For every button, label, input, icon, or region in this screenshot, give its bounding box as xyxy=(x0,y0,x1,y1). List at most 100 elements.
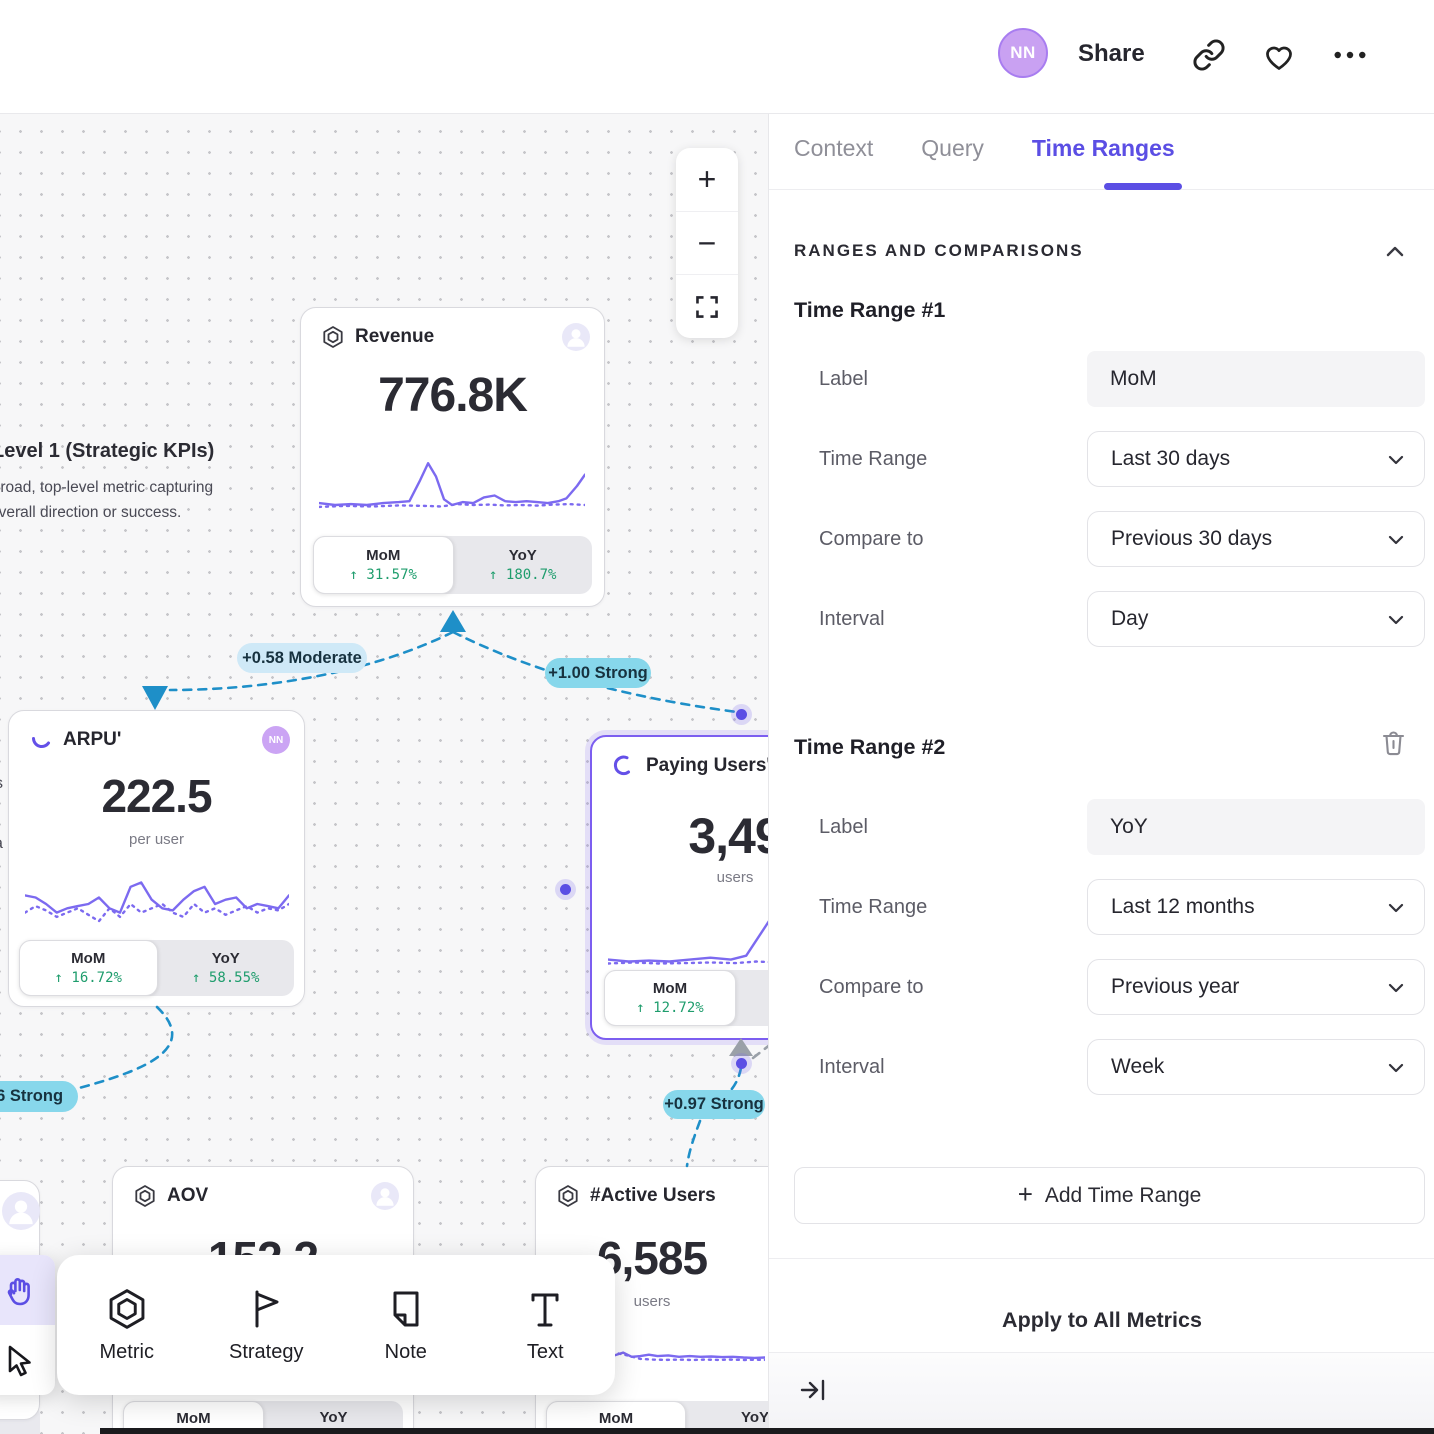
time-range-select[interactable]: Last 30 days xyxy=(1087,431,1425,487)
text-fragment: a xyxy=(0,835,3,853)
link-icon[interactable] xyxy=(1192,38,1226,72)
yoy-segment[interactable]: YoY ↑ 58.55% xyxy=(158,940,295,996)
mom-segment[interactable]: MoM ↑ 12.72% xyxy=(604,970,736,1026)
metric-card-revenue[interactable]: Revenue 776.8K MoM ↑ 31.57% YoY ↑ 180.7% xyxy=(300,307,605,607)
hand-icon xyxy=(7,1278,30,1306)
avatar-initials: NN xyxy=(268,734,284,746)
share-button[interactable]: Share xyxy=(1078,40,1145,67)
add-time-range-button[interactable]: + Add Time Range xyxy=(794,1167,1425,1224)
text-fragment: s xyxy=(0,775,3,793)
label-input[interactable]: YoY xyxy=(1087,799,1425,855)
correlation-label[interactable]: 66 Strong xyxy=(0,1081,78,1112)
divider xyxy=(769,189,1434,190)
tab-query[interactable]: Query xyxy=(921,135,984,161)
metric-hexagon-icon xyxy=(109,1288,145,1329)
cursor-icon xyxy=(8,1345,31,1377)
time-range-select[interactable]: Last 12 months xyxy=(1087,879,1425,935)
time-range-1-title: Time Range #1 xyxy=(794,298,946,322)
annotation-title: Level 1 (Strategic KPIs) xyxy=(0,440,215,462)
insert-note-button[interactable]: Note xyxy=(336,1287,476,1364)
interval-select[interactable]: Week xyxy=(1087,1039,1425,1095)
insert-text-button[interactable]: Text xyxy=(476,1287,616,1364)
avatar-initials: NN xyxy=(1010,43,1036,62)
mom-segment[interactable]: MoM ↑ 31.57% xyxy=(313,536,454,594)
panel-tabs: Context Query Time Ranges xyxy=(794,135,1175,162)
delete-time-range-icon[interactable] xyxy=(1380,728,1407,758)
favorite-heart-icon[interactable] xyxy=(1262,39,1296,73)
paying-users-sparkline xyxy=(608,920,768,965)
yoy-segment[interactable]: YoY ↑ 180.7% xyxy=(454,536,593,594)
revenue-sparkline xyxy=(319,461,585,509)
apply-to-all-metrics-button[interactable]: Apply to All Metrics xyxy=(1002,1308,1202,1332)
label-input[interactable]: MoM xyxy=(1087,351,1425,407)
connection-handle[interactable] xyxy=(736,1058,747,1069)
compare-to-select[interactable]: Previous year xyxy=(1087,959,1425,1015)
segment-label: YoY xyxy=(319,1409,348,1426)
metric-card-arpu[interactable]: ARPU' NN 222.5 per user MoM ↑ 16.72% YoY… xyxy=(8,710,305,1007)
select-value: Last 30 days xyxy=(1111,447,1231,470)
owner-avatar: NN xyxy=(262,726,290,754)
yoy-segment[interactable]: YoY xyxy=(264,1401,403,1434)
segment-label: YoY xyxy=(211,950,240,967)
select-value: Previous year xyxy=(1111,975,1240,998)
window-bottom-edge xyxy=(100,1428,1434,1434)
insert-metric-button[interactable]: Metric xyxy=(57,1287,197,1364)
segment-label: MoM xyxy=(71,950,106,967)
select-value: Previous 30 days xyxy=(1111,527,1273,550)
zoom-out-button[interactable]: − xyxy=(676,210,738,275)
mom-segment[interactable]: MoM ↑ 16.72% xyxy=(19,940,158,996)
field-caption: Time Range xyxy=(819,447,928,470)
metric-unit: per user xyxy=(128,831,185,848)
pan-tool-button[interactable] xyxy=(0,1255,55,1325)
metric-hexagon-icon xyxy=(558,1185,578,1207)
time-range-toggle: MoM ↑ 16.72% YoY ↑ 58.55% xyxy=(19,940,294,996)
segment-delta: ↑ 12.72% xyxy=(636,1000,704,1016)
zoom-in-button[interactable]: + xyxy=(697,160,717,197)
select-tool-button[interactable] xyxy=(0,1325,55,1395)
tab-time-ranges[interactable]: Time Ranges xyxy=(1031,135,1175,161)
correlation-label[interactable]: +0.97 Strong xyxy=(663,1090,765,1119)
label-value: MoM xyxy=(1110,367,1157,390)
field-caption: Compare to xyxy=(819,527,924,550)
metric-value: 6,585 xyxy=(596,1232,708,1284)
metric-unit: users xyxy=(633,1293,671,1310)
section-header: RANGES AND COMPARISONS xyxy=(794,241,1084,260)
avatar[interactable]: NN xyxy=(998,28,1048,78)
card-title: Revenue xyxy=(355,326,435,347)
connection-handle[interactable] xyxy=(736,709,747,720)
canvas-zoom-controls: + − xyxy=(676,148,738,338)
field-caption: Time Range xyxy=(819,895,928,918)
segment-delta: ↑ 180.7% xyxy=(489,567,557,583)
correlation-label[interactable]: +0.58 Moderate xyxy=(237,643,367,673)
yoy-segment[interactable] xyxy=(736,970,768,1026)
correlation-label[interactable]: +1.00 Strong xyxy=(545,658,651,688)
annotation-line: Broad, top-level metric capturing xyxy=(0,479,214,496)
yoy-segment[interactable]: YoY xyxy=(686,1401,768,1434)
metric-unit: users xyxy=(716,869,754,886)
field-caption: Interval xyxy=(819,607,885,630)
metric-hexagon-icon xyxy=(135,1185,155,1207)
more-options-icon[interactable] xyxy=(1333,48,1367,62)
toolbar-label: Strategy xyxy=(229,1340,304,1363)
select-value: Day xyxy=(1111,607,1149,630)
metric-tree-canvas[interactable]: + − Level 1 (Strategic KPIs) Broad, top-… xyxy=(0,113,768,1434)
metric-value: 3,49 xyxy=(688,808,768,864)
collapse-panel-icon[interactable] xyxy=(799,1377,827,1403)
insert-strategy-button[interactable]: Strategy xyxy=(197,1287,337,1364)
tab-context[interactable]: Context xyxy=(794,135,874,161)
compare-to-select[interactable]: Previous 30 days xyxy=(1087,511,1425,567)
label-value: YoY xyxy=(1110,815,1148,838)
fit-view-button[interactable] xyxy=(676,274,738,338)
interval-select[interactable]: Day xyxy=(1087,591,1425,647)
arpu-sparkline xyxy=(25,881,289,923)
annotation-line: overall direction or success. xyxy=(0,504,182,521)
chevron-down-icon xyxy=(1388,455,1404,465)
chevron-down-icon xyxy=(1388,535,1404,545)
field-caption: Interval xyxy=(819,1055,885,1078)
select-value: Week xyxy=(1111,1055,1165,1078)
connection-handle[interactable] xyxy=(560,884,571,895)
chevron-down-icon xyxy=(1388,615,1404,625)
divider xyxy=(769,1352,1434,1353)
chevron-up-icon[interactable] xyxy=(1385,244,1405,258)
metric-card-paying-users[interactable]: Paying Users' 3,49 users MoM ↑ 12.72% xyxy=(590,735,768,1040)
